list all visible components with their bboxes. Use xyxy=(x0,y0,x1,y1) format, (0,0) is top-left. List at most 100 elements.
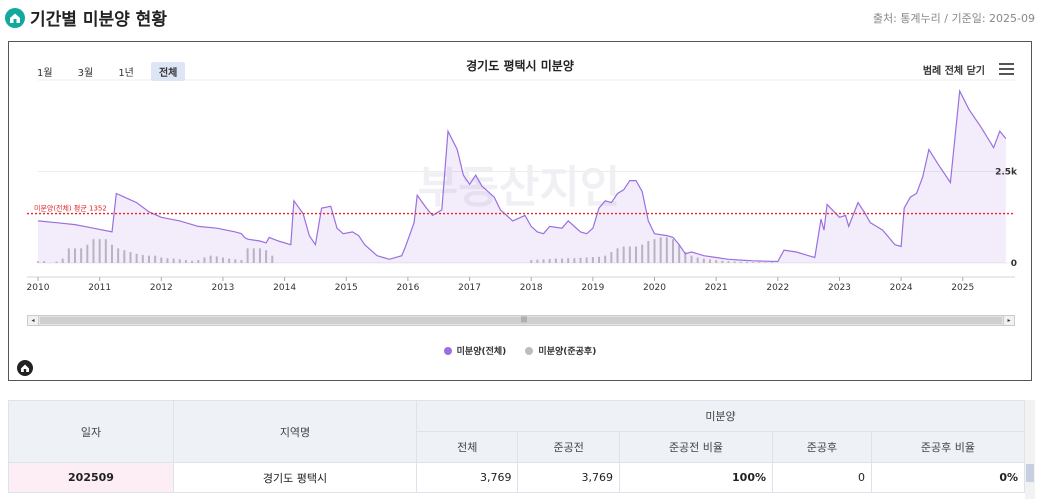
x-tick-label: 2020 xyxy=(643,283,666,293)
header-unsold-group: 미분양 xyxy=(416,400,1025,432)
average-label: 미분양(전체) 평균 1352 xyxy=(34,204,107,213)
bar-after xyxy=(73,248,76,263)
table-scrollbar[interactable] xyxy=(1025,400,1035,499)
x-tick-label: 2017 xyxy=(458,283,481,293)
table-scroll-thumb[interactable] xyxy=(1026,464,1034,482)
bar-after xyxy=(129,252,132,263)
bar-after xyxy=(191,260,194,263)
bar-after xyxy=(752,262,755,263)
x-tick-label: 2021 xyxy=(705,283,728,293)
header-region: 지역명 xyxy=(173,400,417,463)
chart-title: 경기도 평택시 미분양 xyxy=(466,59,574,73)
bar-after xyxy=(184,260,187,263)
bar-after xyxy=(702,258,705,263)
x-tick-label: 2024 xyxy=(890,283,913,293)
legend-close-button[interactable]: 범례 전체 닫기 xyxy=(922,66,985,77)
bar-after xyxy=(154,255,157,263)
bar-after xyxy=(86,244,89,263)
bar-after xyxy=(591,257,594,263)
chart-scrollbar[interactable]: ◂ ||| ▸ xyxy=(27,315,1015,326)
bar-after xyxy=(554,258,557,263)
legend-item-after[interactable]: 미분양(준공후) xyxy=(525,344,596,357)
range-all-button[interactable]: 전체 xyxy=(150,62,186,81)
bar-after xyxy=(739,261,742,263)
bar-after xyxy=(530,260,533,263)
bar-after xyxy=(141,254,144,263)
bar-after xyxy=(117,248,120,263)
bar-after xyxy=(628,246,631,263)
bar-after xyxy=(172,258,175,263)
bar-after xyxy=(659,237,662,263)
bar-after xyxy=(203,257,206,263)
bar-after xyxy=(92,239,95,263)
x-tick-label: 2010 xyxy=(27,283,50,293)
data-table: 일자 지역명 미분양 전체 준공전 준공전 비율 준공후 준공후 비율 2025… xyxy=(8,400,1026,493)
bar-after xyxy=(708,259,711,263)
bar-after xyxy=(542,259,545,263)
x-tick-label: 2023 xyxy=(828,283,851,293)
bar-after xyxy=(135,253,138,263)
cell-date: 202509 xyxy=(8,462,174,493)
cell-after: 0 xyxy=(772,462,872,493)
bar-after xyxy=(178,259,181,263)
brand-logo-icon xyxy=(17,360,33,376)
bar-after xyxy=(604,255,607,263)
bar-after xyxy=(610,252,613,263)
bar-after xyxy=(579,257,582,263)
cell-before: 3,769 xyxy=(517,462,620,493)
x-tick-label: 2015 xyxy=(335,283,358,293)
bar-after xyxy=(55,261,58,263)
y-tick-label: 0 xyxy=(1011,259,1017,269)
scroll-right-arrow-icon[interactable]: ▸ xyxy=(1003,316,1014,325)
bar-after xyxy=(715,260,718,263)
bar-after xyxy=(622,246,625,263)
range-1y-button[interactable]: 1년 xyxy=(118,68,134,79)
bar-after xyxy=(690,255,693,263)
bar-after xyxy=(258,248,261,263)
cell-total: 3,769 xyxy=(415,462,519,493)
bar-after xyxy=(246,248,249,263)
bar-after xyxy=(561,258,564,263)
hamburger-menu-icon[interactable] xyxy=(999,63,1014,75)
x-tick-label: 2016 xyxy=(396,283,419,293)
bar-after xyxy=(653,239,656,263)
range-1m-button[interactable]: 1월 xyxy=(37,68,53,79)
table-row: 202509 경기도 평택시 3,769 3,769 100% 0 0% xyxy=(8,462,1026,493)
header-after: 준공후 xyxy=(772,431,872,463)
bar-after xyxy=(123,250,126,263)
bar-after xyxy=(672,239,675,263)
cell-after-ratio: 0% xyxy=(870,462,1026,493)
bar-after xyxy=(110,244,113,263)
scroll-thumb[interactable]: ||| xyxy=(40,316,1002,324)
series-area-total xyxy=(38,91,1006,263)
header-bar: 기간별 미분양 현황 출처: 통계누리 / 기준일: 2025-09 xyxy=(0,0,1042,36)
bar-after xyxy=(43,261,46,263)
bar-after xyxy=(665,237,668,263)
bar-after xyxy=(721,260,724,263)
bar-after xyxy=(567,258,570,263)
header-date: 일자 xyxy=(8,400,174,463)
range-3m-button[interactable]: 3월 xyxy=(77,68,94,79)
legend-dot-icon xyxy=(443,346,452,355)
bar-after xyxy=(234,259,237,263)
legend-item-total[interactable]: 미분양(전체) xyxy=(443,344,506,357)
x-tick-label: 2011 xyxy=(88,283,111,293)
chart-panel: 부동산지인 미분양(전체) 평균 1352 2010 2011 2012 2013 20… xyxy=(8,41,1032,381)
bar-after xyxy=(166,258,169,263)
bar-after xyxy=(770,262,773,263)
x-tick-label: 2014 xyxy=(273,283,296,293)
y-tick-label: 2.5k xyxy=(995,168,1018,178)
header-after-ratio: 준공후 비율 xyxy=(870,431,1026,463)
bar-after xyxy=(585,257,588,263)
cell-region: 경기도 평택시 xyxy=(173,462,417,493)
legend-label-after: 미분양(준공후) xyxy=(538,347,597,357)
source-note: 출처: 통계누리 / 기준일: 2025-09 xyxy=(872,12,1035,25)
page-title: 기간별 미분양 현황 xyxy=(30,10,167,30)
bar-after xyxy=(147,255,150,263)
bar-after xyxy=(641,244,644,263)
home-icon xyxy=(5,8,25,28)
bar-after xyxy=(764,262,767,263)
scroll-left-arrow-icon[interactable]: ◂ xyxy=(28,316,39,325)
bar-after xyxy=(616,248,619,263)
x-tick-label: 2019 xyxy=(581,283,604,293)
